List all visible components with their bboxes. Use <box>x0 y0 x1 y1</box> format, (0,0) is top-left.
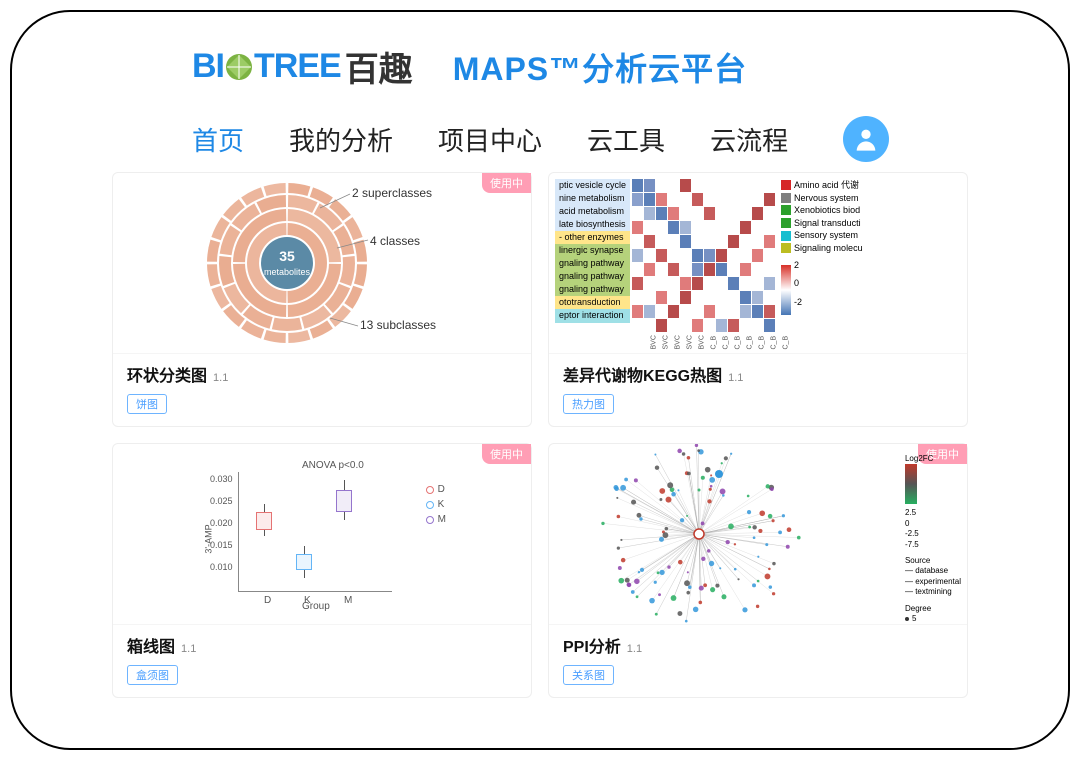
heatmap-xticks: BVCSVCBVCSVCBVCC_BC_BC_BC_BC_BC_BC_B <box>549 346 797 353</box>
card-network[interactable]: 使用中 Log2FC 2.50-2.5-7.5 Source — databas… <box>548 443 968 698</box>
sun-anno-1: 2 superclasses <box>352 186 432 200</box>
heatmap-row-labels: ptic vesicle cyclenine metabolismacid me… <box>555 179 630 342</box>
boxplot-legend: DKM <box>426 484 446 529</box>
heatmap-legend: Amino acid 代谢Nervous systemXenobiotics b… <box>781 179 863 342</box>
leaf-icon <box>225 53 253 81</box>
sun-anno-3: 13 subclasses <box>360 318 436 332</box>
network-legend: Log2FC 2.50-2.5-7.5 Source — database— e… <box>905 454 961 624</box>
heatmap-version: 1.1 <box>728 372 743 384</box>
sunburst-thumb: 35 metabolites 2 superclasses 4 classes 1… <box>113 173 531 353</box>
network-tag: 关系图 <box>563 665 614 685</box>
nav-cloud-workflow[interactable]: 云流程 <box>710 121 788 158</box>
nav-home[interactable]: 首页 <box>192 121 244 158</box>
boxplot-version: 1.1 <box>181 643 196 655</box>
network-version: 1.1 <box>627 643 642 655</box>
header: BI TREE 百趣 MAPS™分析云平台 <box>72 42 1008 91</box>
nav-bar: 首页 我的分析 项目中心 云工具 云流程 <box>72 116 1008 162</box>
logo-text-tree: TREE <box>254 47 341 86</box>
anova-label: ANOVA p<0.0 <box>302 460 364 471</box>
logo-text-bi: BI <box>192 47 224 86</box>
color-scale-icon <box>781 265 791 315</box>
boxplot-tag: 盒须图 <box>127 665 178 685</box>
card-heatmap[interactable]: ptic vesicle cyclenine metabolismacid me… <box>548 172 968 427</box>
card-boxplot[interactable]: 使用中 ANOVA p<0.0 3'-AMP Group DKM 0.0300.… <box>112 443 532 698</box>
card-sunburst[interactable]: 使用中 35metabolites 2 superclasses 4 class… <box>112 172 532 427</box>
heatmap-thumb: ptic vesicle cyclenine metabolismacid me… <box>549 173 967 353</box>
network-title: PPI分析 <box>563 639 621 656</box>
platform-title: MAPS™分析云平台 <box>453 44 747 90</box>
brand-logo: BI TREE 百趣 <box>192 42 413 91</box>
sunburst-title: 环状分类图 <box>127 368 207 385</box>
heatmap-title: 差异代谢物KEGG热图 <box>563 368 722 385</box>
svg-text:metabolites: metabolites <box>264 267 311 277</box>
svg-text:35: 35 <box>279 248 295 264</box>
nav-cloud-tools[interactable]: 云工具 <box>587 121 665 158</box>
heatmap-grid <box>632 179 775 342</box>
nav-my-analysis[interactable]: 我的分析 <box>289 121 393 158</box>
sunburst-version: 1.1 <box>213 372 228 384</box>
logo-text-cn: 百趣 <box>345 42 413 91</box>
network-thumb: Log2FC 2.50-2.5-7.5 Source — database— e… <box>549 444 967 624</box>
avatar-icon[interactable] <box>843 116 889 162</box>
heatmap-tag: 热力图 <box>563 394 614 414</box>
sunburst-tag: 饼图 <box>127 394 167 414</box>
boxplot-thumb: ANOVA p<0.0 3'-AMP Group DKM 0.0300.0250… <box>113 444 531 624</box>
boxplot-title: 箱线图 <box>127 639 175 656</box>
nav-project-center[interactable]: 项目中心 <box>438 121 542 158</box>
sun-anno-2: 4 classes <box>370 234 420 248</box>
cards-grid: 使用中 35metabolites 2 superclasses 4 class… <box>72 172 1008 698</box>
